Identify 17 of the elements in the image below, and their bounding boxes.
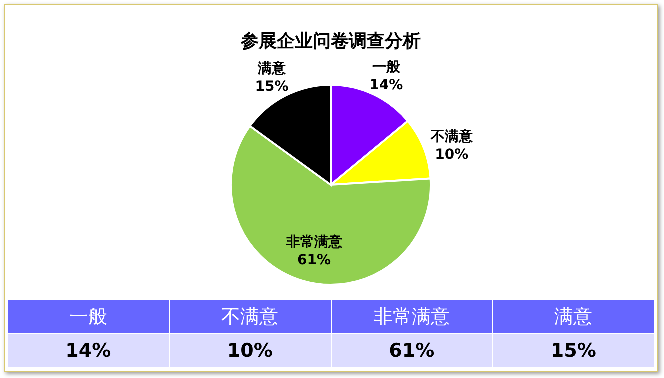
text: 15% <box>550 340 596 362</box>
category-label: 一般 <box>69 306 108 328</box>
data-label: 14% <box>370 77 404 94</box>
text: 10% <box>227 340 273 362</box>
text: 61% <box>389 340 435 362</box>
text: 14% <box>66 340 112 362</box>
slice-label: 非常满意 <box>285 234 344 251</box>
data-label: 10% <box>435 147 469 164</box>
category-label: 满意 <box>554 306 593 328</box>
data-label: 61% <box>298 252 332 269</box>
slice-label: 非常满意 <box>331 300 493 334</box>
chart-title: 参展企业问卷调查分析 <box>240 31 421 52</box>
category-label: 不满意 <box>222 306 279 328</box>
slice-label: 不满意 <box>430 128 474 146</box>
slice-label: 一般 <box>372 59 402 76</box>
data-label: 15% <box>255 79 289 96</box>
slice-label: 满意 <box>256 60 287 78</box>
